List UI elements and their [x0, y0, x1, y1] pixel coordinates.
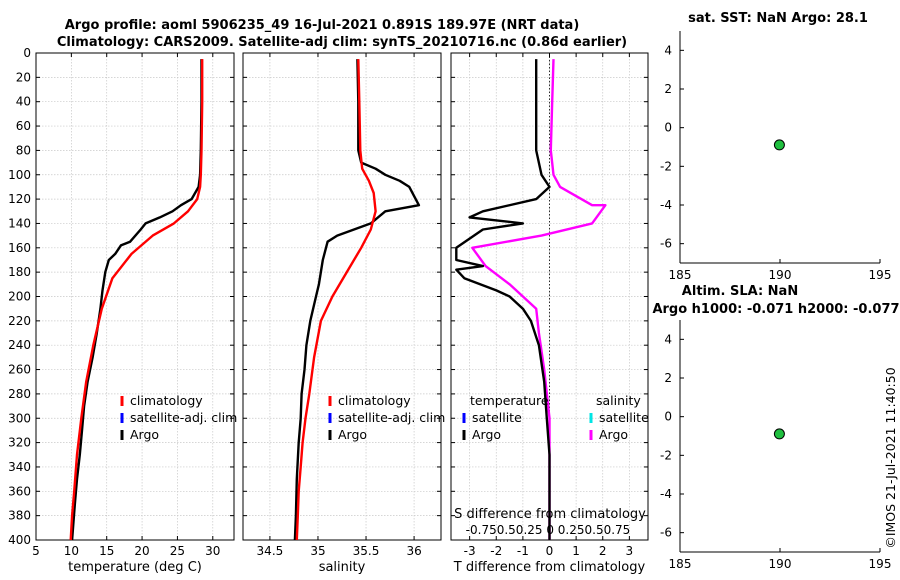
y-tick-label: -6: [660, 526, 672, 540]
top-axis-tick-labels: -0.750.50.25 0 0.250.50.75: [466, 523, 631, 537]
chart-layer: 5 10 15 20 25 3002040608010012014016018020022…: [8, 31, 891, 575]
x-tick-label: 35.5: [353, 544, 380, 558]
y-tick-label: 20: [16, 70, 31, 84]
y-tick-label: 220: [8, 314, 31, 328]
figure-title-line2: Climatology: CARS2009. Satellite-adj cli…: [57, 35, 627, 50]
climatology-salinity-line: [295, 59, 377, 541]
y-tick-label: -4: [660, 487, 672, 501]
y-tick-label: 4: [664, 43, 672, 57]
y-tick-label: 260: [8, 363, 31, 377]
y-tick-label: 80: [16, 143, 31, 157]
y-tick-label: 2: [664, 371, 672, 385]
x-tick-label: -2: [490, 544, 502, 558]
y-tick-label: 60: [16, 119, 31, 133]
x-tick-label: 15: [99, 544, 114, 558]
figure-title-line1: Argo profile: aoml 5906235_49 16-Jul-202…: [65, 18, 580, 33]
argo-salinity-difference-line: [471, 59, 607, 540]
x-tick-label: 195: [869, 557, 892, 571]
sla-panel-title-line1: Altim. SLA: NaN: [682, 284, 798, 299]
argo-position-marker: [773, 428, 785, 440]
argo-temperature-difference-line: [455, 59, 551, 540]
y-tick-label: -2: [660, 448, 672, 462]
timestamp-label: ©IMOS 21-Jul-2021 11:40:50: [883, 367, 898, 548]
x-tick-label: -1: [517, 544, 529, 558]
sst-panel-title: sat. SST: NaN Argo: 28.1: [688, 11, 868, 26]
y-tick-label: -6: [660, 237, 672, 251]
y-tick-label: 100: [8, 168, 31, 182]
x-tick-label: 1: [572, 544, 580, 558]
argo-salinity-line: [293, 59, 421, 541]
x-tick-label: 185: [669, 268, 692, 282]
x-tick-label: 34.5: [257, 544, 284, 558]
y-tick-label: 240: [8, 338, 31, 352]
legend-sal-argo-label: Argo: [599, 427, 628, 442]
x-axis-label: salinity: [319, 560, 366, 575]
legend-climatology-label: climatology: [338, 393, 411, 408]
legend-climatology-label: climatology: [130, 393, 203, 408]
legend-sal-satellite-label: satellite: [599, 410, 649, 425]
sla-panel-title-line2: Argo h1000: -0.071 h2000: -0.077: [652, 302, 899, 317]
x-tick-label: 36: [406, 544, 421, 558]
x-tick-label: 25: [170, 544, 185, 558]
legend-satellite-adj-label: satellite-adj. clim: [130, 410, 237, 425]
argo-temperature-line: [70, 59, 203, 541]
climatology-temperature-line: [69, 59, 204, 541]
y-tick-label: 0: [23, 46, 31, 60]
y-tick-label: 340: [8, 460, 31, 474]
y-tick-label: 400: [8, 533, 31, 547]
x-tick-label: 30: [205, 544, 220, 558]
y-tick-label: 160: [8, 241, 31, 255]
y-tick-label: 0: [664, 410, 672, 424]
y-tick-label: 180: [8, 265, 31, 279]
legend-argo-label: Argo: [130, 427, 159, 442]
x-tick-label: 185: [669, 557, 692, 571]
x-tick-label: 0: [546, 544, 554, 558]
x-axis-label: temperature (deg C): [68, 560, 202, 575]
legend-argo-label: Argo: [338, 427, 367, 442]
y-tick-label: 360: [8, 484, 31, 498]
x-tick-label: 3: [626, 544, 634, 558]
y-tick-label: 2: [664, 82, 672, 96]
y-tick-label: 200: [8, 290, 31, 304]
x-tick-label: -3: [464, 544, 476, 558]
argo-position-marker: [773, 139, 785, 151]
y-tick-label: 140: [8, 216, 31, 230]
y-tick-label: 0: [664, 121, 672, 135]
x-tick-label: 190: [769, 557, 792, 571]
x-axis-label: T difference from climatology: [453, 560, 646, 575]
y-tick-label: -2: [660, 159, 672, 173]
x-tick-label: 5: [32, 544, 40, 558]
y-tick-label: 40: [16, 95, 31, 109]
legend-satellite-adj-label: satellite-adj. clim: [338, 410, 445, 425]
legend-salinity-title: salinity: [596, 393, 641, 408]
x-tick-label: 35: [310, 544, 325, 558]
y-tick-label: -4: [660, 198, 672, 212]
y-tick-label: 280: [8, 387, 31, 401]
y-tick-label: 4: [664, 332, 672, 346]
legend-temperature-title: temperature: [470, 393, 549, 408]
y-tick-label: 120: [8, 192, 31, 206]
x-tick-label: 195: [869, 268, 892, 282]
legend-temp-argo-label: Argo: [472, 427, 501, 442]
y-tick-label: 300: [8, 411, 31, 425]
top-axis-label: S difference from climatology: [454, 507, 646, 522]
x-tick-label: 2: [599, 544, 607, 558]
x-tick-label: 190: [769, 268, 792, 282]
y-tick-label: 380: [8, 509, 31, 523]
x-tick-label: 20: [134, 544, 149, 558]
legend-temp-satellite-label: satellite: [472, 410, 522, 425]
y-tick-label: 320: [8, 436, 31, 450]
x-tick-label: 10: [64, 544, 79, 558]
